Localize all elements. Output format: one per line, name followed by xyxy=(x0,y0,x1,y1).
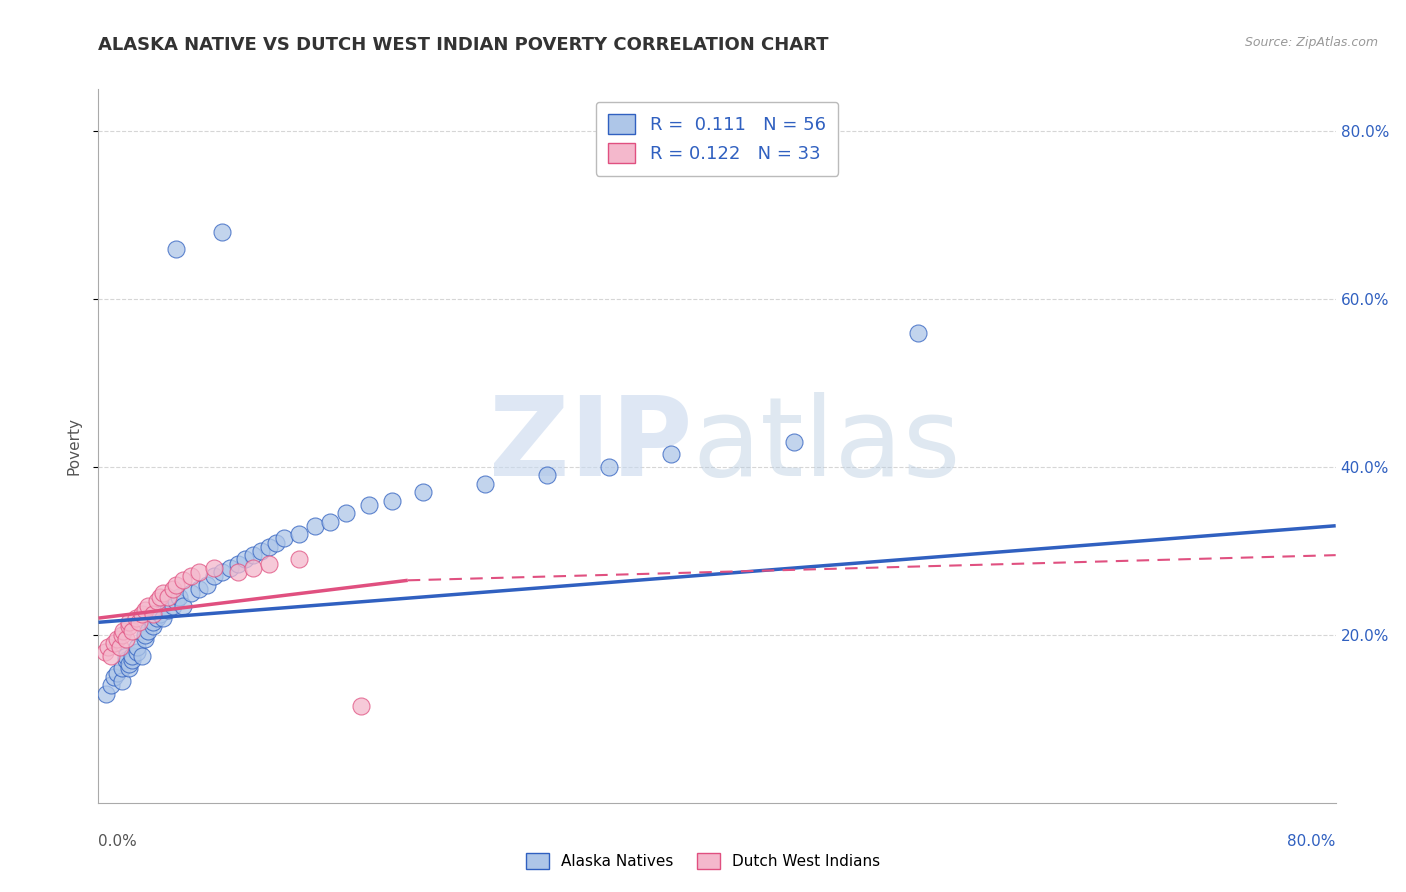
Point xyxy=(173,599,195,613)
Y-axis label: Poverty: Poverty xyxy=(66,417,82,475)
Point xyxy=(124,611,146,625)
Point xyxy=(97,640,120,655)
Point xyxy=(412,485,434,500)
Legend: Alaska Natives, Dutch West Indians: Alaska Natives, Dutch West Indians xyxy=(520,847,886,875)
Point xyxy=(111,628,134,642)
Point xyxy=(134,632,156,646)
Point xyxy=(127,645,149,659)
Point xyxy=(357,498,380,512)
Point xyxy=(103,636,125,650)
Point xyxy=(111,674,134,689)
Point xyxy=(211,565,233,579)
Point xyxy=(288,527,311,541)
Text: atlas: atlas xyxy=(692,392,960,500)
Point xyxy=(131,648,153,663)
Text: ZIP: ZIP xyxy=(489,392,692,500)
Point xyxy=(167,590,190,604)
Point xyxy=(146,611,169,625)
Point xyxy=(134,603,156,617)
Point xyxy=(112,624,135,638)
Point xyxy=(118,661,141,675)
Point xyxy=(162,599,184,613)
Point xyxy=(121,648,143,663)
Point xyxy=(115,632,138,646)
Point xyxy=(188,582,211,596)
Point xyxy=(188,565,211,579)
Point xyxy=(381,493,404,508)
Point xyxy=(105,632,128,646)
Point xyxy=(907,326,929,340)
Point xyxy=(115,648,138,663)
Point xyxy=(128,615,150,630)
Point xyxy=(142,615,165,630)
Point xyxy=(180,586,202,600)
Point xyxy=(152,586,174,600)
Point xyxy=(211,225,233,239)
Point xyxy=(136,624,159,638)
Point xyxy=(204,560,226,574)
Point xyxy=(659,447,682,461)
Point xyxy=(134,628,156,642)
Point xyxy=(149,607,172,621)
Point xyxy=(111,661,134,675)
Point xyxy=(165,242,187,256)
Point xyxy=(536,468,558,483)
Point xyxy=(136,599,159,613)
Point xyxy=(105,665,128,680)
Point xyxy=(165,577,187,591)
Point xyxy=(149,590,172,604)
Point xyxy=(319,515,342,529)
Point xyxy=(257,557,280,571)
Point xyxy=(162,582,184,596)
Point xyxy=(783,434,806,449)
Point xyxy=(273,532,295,546)
Point xyxy=(142,607,165,621)
Point xyxy=(266,535,288,549)
Point xyxy=(204,569,226,583)
Point xyxy=(242,548,264,562)
Point xyxy=(598,460,620,475)
Point xyxy=(108,640,131,655)
Point xyxy=(219,560,242,574)
Point xyxy=(121,653,143,667)
Point xyxy=(100,678,122,692)
Point xyxy=(93,645,115,659)
Point xyxy=(152,611,174,625)
Point xyxy=(350,699,373,714)
Point xyxy=(165,594,187,608)
Text: ALASKA NATIVE VS DUTCH WEST INDIAN POVERTY CORRELATION CHART: ALASKA NATIVE VS DUTCH WEST INDIAN POVER… xyxy=(98,36,830,54)
Point xyxy=(235,552,257,566)
Text: Source: ZipAtlas.com: Source: ZipAtlas.com xyxy=(1244,36,1378,49)
Point xyxy=(131,607,153,621)
Point xyxy=(474,476,496,491)
Point xyxy=(157,603,180,617)
Point xyxy=(115,653,138,667)
Point xyxy=(118,619,141,633)
Point xyxy=(127,640,149,655)
Point xyxy=(173,574,195,588)
Point xyxy=(157,590,180,604)
Point xyxy=(195,577,218,591)
Point xyxy=(118,657,141,672)
Point xyxy=(257,540,280,554)
Point xyxy=(121,624,143,638)
Point xyxy=(226,565,249,579)
Point xyxy=(242,560,264,574)
Point xyxy=(335,506,357,520)
Legend: R =  0.111   N = 56, R = 0.122   N = 33: R = 0.111 N = 56, R = 0.122 N = 33 xyxy=(596,102,838,176)
Point xyxy=(96,687,118,701)
Point xyxy=(142,619,165,633)
Text: 0.0%: 0.0% xyxy=(98,834,138,849)
Point xyxy=(250,544,273,558)
Point xyxy=(304,518,326,533)
Point xyxy=(226,557,249,571)
Point xyxy=(288,552,311,566)
Point xyxy=(180,569,202,583)
Point xyxy=(100,648,122,663)
Text: 80.0%: 80.0% xyxy=(1288,834,1336,849)
Point xyxy=(103,670,125,684)
Point xyxy=(118,615,141,630)
Point xyxy=(146,594,169,608)
